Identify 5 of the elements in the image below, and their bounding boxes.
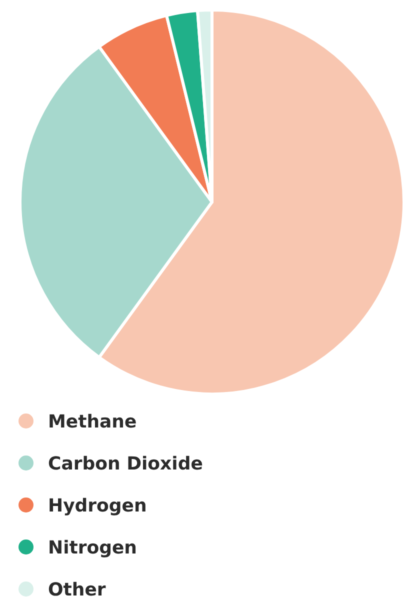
legend-label: Carbon Dioxide	[48, 453, 203, 474]
legend-label: Methane	[48, 411, 137, 432]
legend-label: Nitrogen	[48, 537, 137, 558]
legend-label: Other	[48, 579, 106, 597]
legend-label: Hydrogen	[48, 495, 147, 516]
